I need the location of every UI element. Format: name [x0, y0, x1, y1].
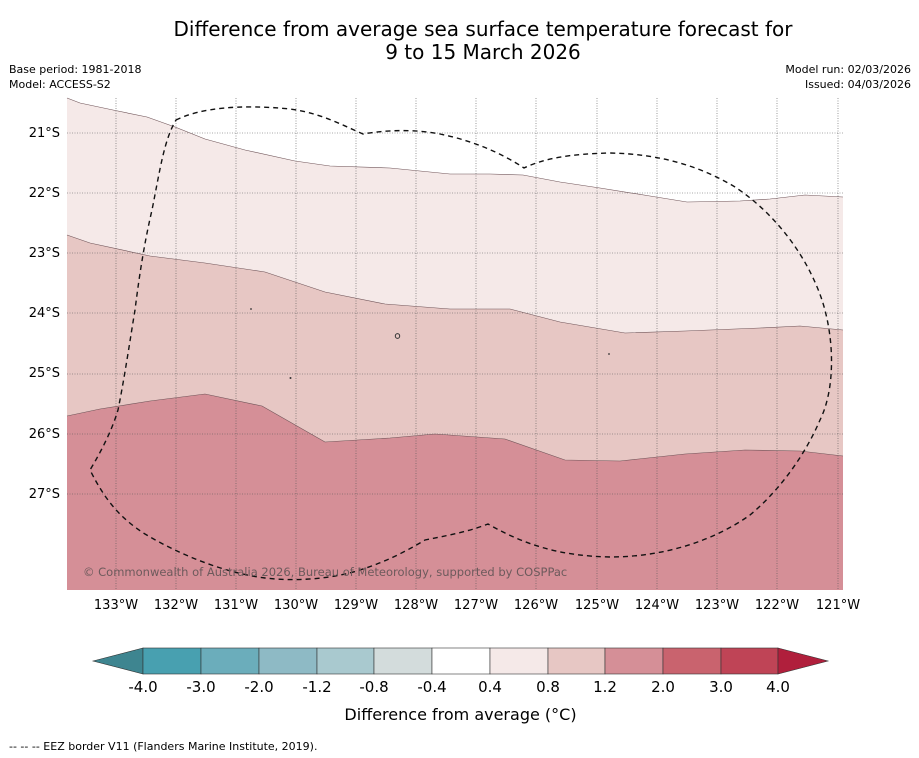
islands [250, 308, 610, 379]
copyright-notice: © Commonwealth of Australia 2026, Bureau… [83, 565, 568, 579]
lon-label-132w: 132°W [153, 598, 199, 613]
colorbar-extend-low [91, 647, 144, 675]
colorbar-segment [662, 647, 722, 675]
title-line-1: Difference from average sea surface temp… [173, 17, 793, 41]
model-name: Model: ACCESS-S2 [9, 78, 111, 91]
lat-label-22s: 22°S [28, 186, 60, 201]
title-line-2: 9 to 15 March 2026 [385, 40, 581, 64]
colorbar-segment [316, 647, 375, 675]
meta-right: Model run: 02/03/2026 Issued: 04/03/2026 [785, 62, 911, 92]
lon-label-127w: 127°W [453, 598, 499, 613]
island-marker [608, 353, 610, 355]
base-period: Base period: 1981-2018 [9, 63, 142, 76]
lat-label-24s: 24°S [28, 306, 60, 321]
colorbar-tick: 1.2 [593, 678, 617, 696]
lon-label-131w: 131°W [213, 598, 259, 613]
colorbar-tick: -0.8 [359, 678, 389, 696]
colorbar-segment [547, 647, 606, 675]
lon-label-121w: 121°W [815, 598, 861, 613]
lon-label-125w: 125°W [574, 598, 620, 613]
lon-label-123w: 123°W [694, 598, 740, 613]
colorbar [91, 647, 830, 675]
lon-label-124w: 124°W [634, 598, 680, 613]
colorbar-tick: 2.0 [651, 678, 675, 696]
lon-label-133w: 133°W [93, 598, 139, 613]
issued-date: Issued: 04/03/2026 [804, 78, 911, 91]
colorbar-segment [489, 647, 549, 675]
lon-label-128w: 128°W [393, 598, 439, 613]
colorbar-segment [604, 647, 664, 675]
sst-anomaly-map [66, 97, 844, 590]
colorbar-tick: -3.0 [186, 678, 216, 696]
map-title: Difference from average sea surface temp… [0, 18, 919, 64]
island-marker [250, 308, 252, 310]
lat-label-26s: 26°S [28, 427, 60, 442]
lon-label-130w: 130°W [273, 598, 319, 613]
meta-left: Base period: 1981-2018 Model: ACCESS-S2 [9, 62, 141, 92]
colorbar-tick: -2.0 [244, 678, 274, 696]
colorbar-segment [258, 647, 318, 675]
lat-label-23s: 23°S [28, 246, 60, 261]
lon-label-122w: 122°W [754, 598, 800, 613]
colorbar-tick: 3.0 [709, 678, 733, 696]
island-marker [394, 333, 401, 339]
colorbar-segment [373, 647, 433, 675]
colorbar-segment [142, 647, 202, 675]
eez-border [89, 106, 833, 581]
colorbar-tick: -4.0 [128, 678, 158, 696]
colorbar-segment [720, 647, 779, 675]
model-run: Model run: 02/03/2026 [785, 63, 911, 76]
colorbar-tick: 0.8 [536, 678, 560, 696]
lat-label-25s: 25°S [28, 366, 60, 381]
colorbar-segment [431, 647, 491, 675]
colorbar-extend-high [777, 647, 830, 675]
lon-label-126w: 126°W [513, 598, 559, 613]
colorbar-label: Difference from average (°C) [344, 705, 577, 724]
colorbar-tick: 0.4 [478, 678, 502, 696]
colorbar-tick: -1.2 [302, 678, 332, 696]
colorbar-segment [200, 647, 260, 675]
island-marker [289, 377, 292, 379]
eez-legend: -- -- -- EEZ border V11 (Flanders Marine… [9, 740, 318, 753]
band-1-2-to-2-0 [67, 394, 843, 590]
lat-label-27s: 27°S [28, 487, 60, 502]
graticule [67, 98, 843, 590]
colorbar-tick: 4.0 [766, 678, 790, 696]
colorbar-tick: -0.4 [417, 678, 447, 696]
lat-label-21s: 21°S [28, 126, 60, 141]
lon-label-129w: 129°W [333, 598, 379, 613]
